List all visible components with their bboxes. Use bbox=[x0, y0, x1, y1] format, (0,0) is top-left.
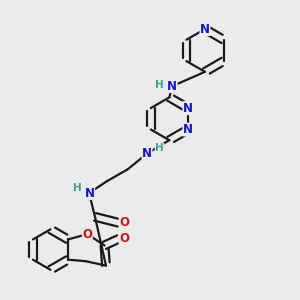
Text: N: N bbox=[183, 123, 193, 136]
Text: N: N bbox=[142, 147, 152, 160]
Text: O: O bbox=[119, 232, 129, 245]
Text: N: N bbox=[167, 80, 177, 93]
Text: H: H bbox=[74, 183, 82, 193]
Text: O: O bbox=[119, 216, 129, 229]
Text: H: H bbox=[155, 80, 164, 90]
Text: H: H bbox=[155, 143, 164, 153]
Text: N: N bbox=[85, 187, 95, 200]
Text: N: N bbox=[200, 22, 210, 35]
Text: N: N bbox=[183, 102, 193, 115]
Text: O: O bbox=[82, 228, 92, 241]
